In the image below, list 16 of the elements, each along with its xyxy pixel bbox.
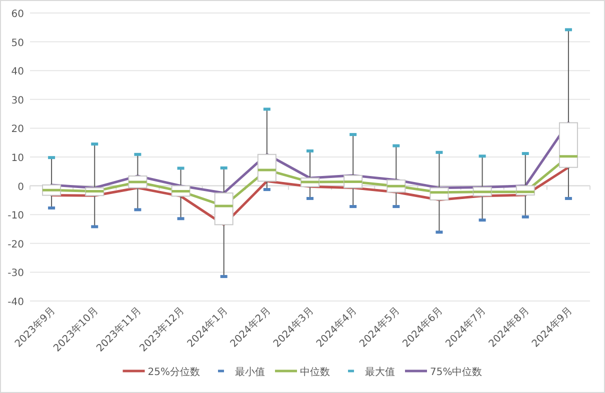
y-tick-label: 20 xyxy=(11,124,24,136)
legend-label: 25%分位数 xyxy=(148,366,200,378)
y-tick-label: -20 xyxy=(8,239,24,250)
y-tick-label: 30 xyxy=(11,95,24,106)
y-tick-label: -30 xyxy=(8,268,24,280)
legend-label: 最大值 xyxy=(365,366,395,378)
y-tick-label: -40 xyxy=(8,297,24,308)
y-tick-label: 50 xyxy=(11,38,24,49)
legend-label: 中位数 xyxy=(300,366,330,378)
y-tick-label: -10 xyxy=(8,210,24,222)
legend-label: 75%中位数 xyxy=(430,366,482,378)
y-tick-label: 0 xyxy=(18,182,24,193)
y-tick-label: 10 xyxy=(11,153,24,164)
y-tick-label: 60 xyxy=(11,9,24,20)
legend-label: 最小值 xyxy=(235,366,265,378)
y-tick-label: 40 xyxy=(11,66,24,78)
